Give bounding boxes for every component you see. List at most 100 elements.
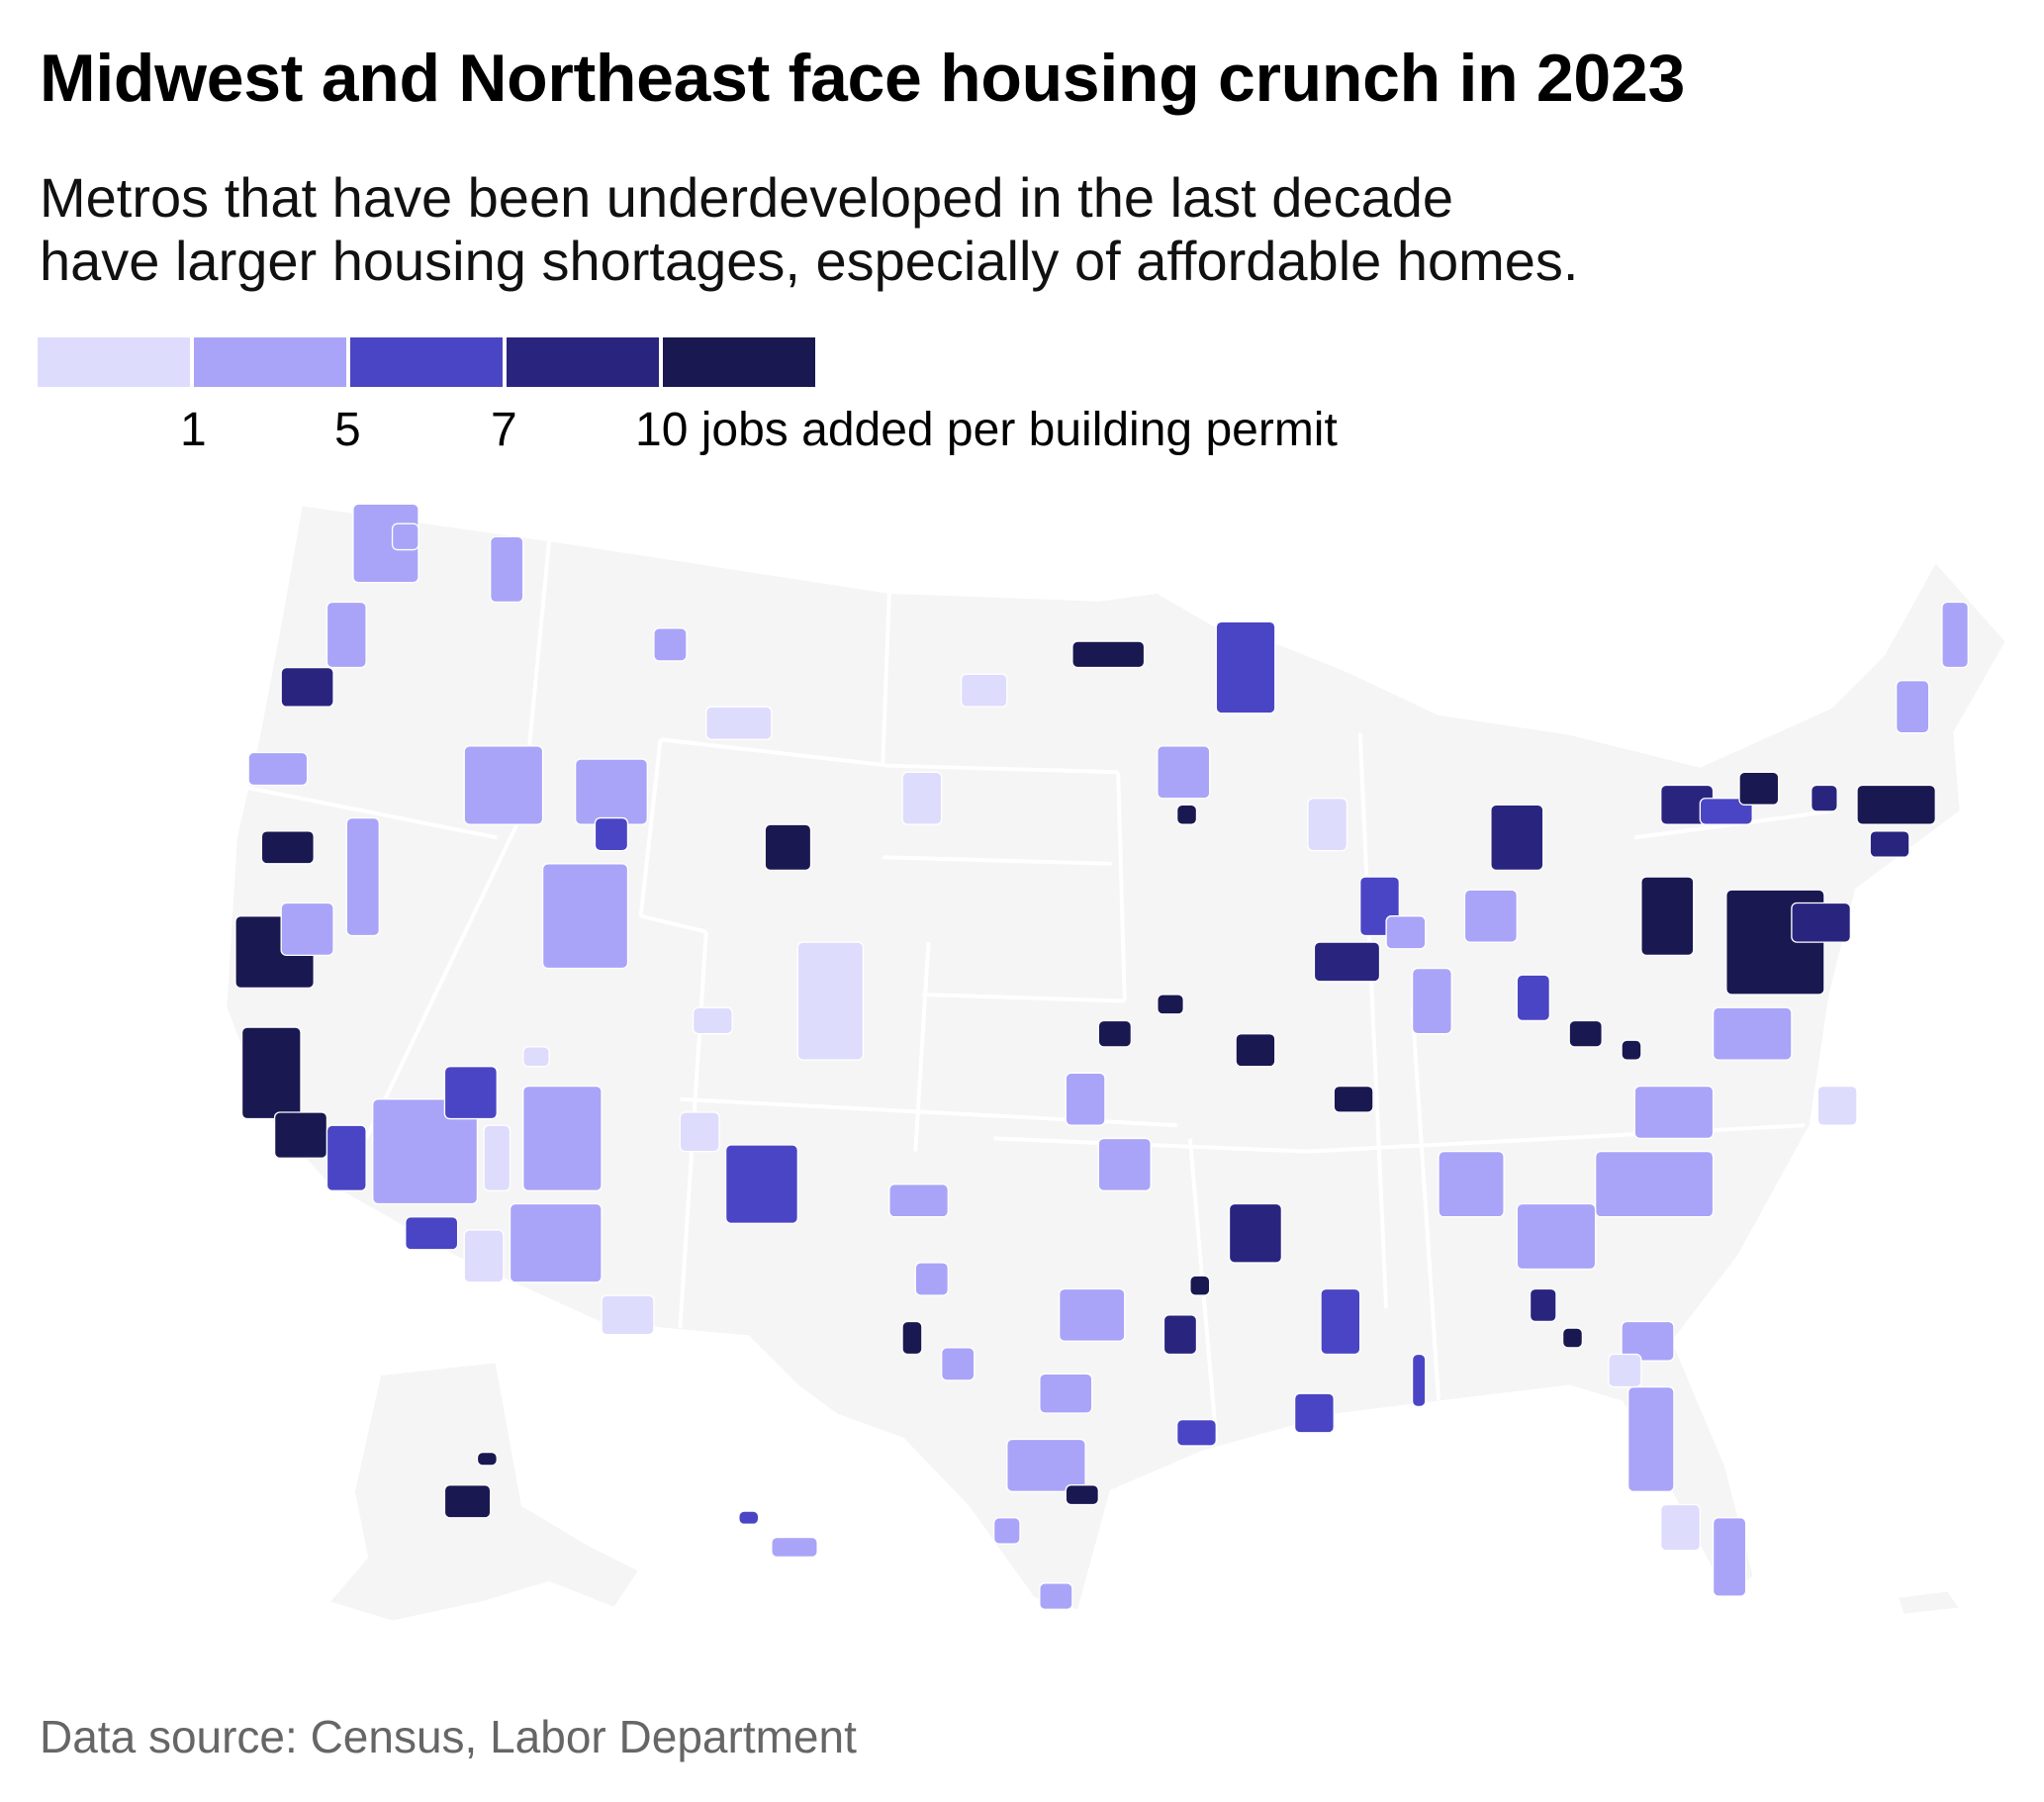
state-border [913,942,931,1152]
metro-area [273,1111,328,1159]
legend-last-label: 10 jobs added per building permit [635,404,1338,456]
metro-area [960,673,1008,708]
metro-area [325,601,367,669]
metro-area [764,823,812,872]
metro-area [724,1144,798,1224]
chart-subtitle: Metros that have been underdeveloped in … [40,166,1578,293]
metro-area [594,816,629,852]
metro-area [1313,941,1381,983]
metro-area [240,1026,302,1120]
metro-area [280,666,334,708]
metro-area [771,1536,818,1559]
metro-area [372,1098,479,1205]
metro-area [1516,974,1551,1022]
metro-area [1320,1287,1361,1356]
metro-area [1621,1039,1642,1061]
metro-area [1097,1019,1133,1048]
metro-area [509,1202,603,1283]
metro-area [443,1484,492,1519]
metro-area [405,1216,459,1251]
metro-area [1411,1353,1427,1408]
legend-swatch-2 [194,337,346,387]
state-border [1307,1123,1806,1154]
metro-area [1895,680,1930,734]
legend-swatch-4 [507,337,659,387]
metro-area [1162,1314,1198,1356]
metro-area [1385,915,1427,950]
metro-area [1561,1327,1584,1349]
metro-area [1411,967,1452,1035]
metro-area [280,901,334,957]
state-border [640,913,707,934]
metro-area [1627,1385,1675,1492]
metro-area [260,830,315,865]
metro-area [992,1517,1021,1545]
metro-area [1065,1072,1106,1126]
metro-area [1712,1006,1793,1061]
metro-area [522,1085,603,1191]
metro-area [1006,1438,1086,1492]
metro-area [574,758,648,825]
legend-break-5: 5 [334,404,361,456]
metro-area [1856,784,1936,825]
state-border [234,783,498,840]
metro-area [738,1510,760,1526]
metro-area [1293,1392,1335,1434]
state-border [888,763,1119,775]
metro-area [1608,1353,1642,1388]
metro-area [1529,1287,1557,1323]
metro-area [1811,784,1838,812]
metro-area [1621,1320,1675,1362]
metro-area [1463,889,1518,943]
metro-area [1175,804,1198,825]
metro-area [1594,1150,1715,1218]
metro-area [325,1124,367,1191]
metro-area [1516,1202,1597,1271]
metro-area [1438,1150,1505,1218]
metro-area [463,745,544,825]
legend-break-1: 1 [180,404,207,456]
metro-area [1065,1484,1099,1506]
metro-area [1097,1137,1152,1191]
metro-area [1228,1202,1283,1264]
metro-area [1699,798,1753,825]
metro-area [1660,1503,1702,1552]
metro-area [601,1294,655,1336]
state-border [883,855,1112,866]
metro-area [1307,798,1348,852]
metro-area [443,1066,498,1120]
subtitle-line-2: have larger housing shortages, especiall… [40,230,1579,292]
metro-area [1568,1019,1603,1048]
metro-area [901,771,943,825]
state-border [1357,732,1389,1309]
metro-area [796,941,865,1061]
metro-area [1816,1085,1858,1126]
metro-area [1738,771,1780,806]
metro-area [1215,620,1276,714]
metro-area [653,627,688,662]
subtitle-line-1: Metros that have been underdeveloped in … [40,166,1454,229]
metro-area [1175,1418,1217,1447]
metro-area [541,863,629,970]
data-source: Data source: Census, Labor Department [40,1711,857,1762]
metro-area [1791,901,1852,943]
legend-swatch-5 [663,337,815,387]
metro-area [1490,804,1544,872]
metro-area [391,522,419,551]
metro-area [483,1124,511,1191]
chart-title: Midwest and Northeast face housing crunc… [40,41,1685,116]
metro-area [1633,1085,1715,1140]
metro-area [1235,1033,1276,1068]
metro-area [679,1111,720,1153]
legend-swatch-3 [350,337,503,387]
metro-area [1157,745,1211,800]
metro-area [463,1229,505,1283]
metro-area [1039,1582,1073,1610]
metro-area [1333,1085,1374,1113]
state-border [660,737,890,768]
metro-area [476,1451,498,1467]
state-border [1410,1007,1440,1400]
metro-area [901,1320,923,1356]
metro-area [490,535,524,604]
